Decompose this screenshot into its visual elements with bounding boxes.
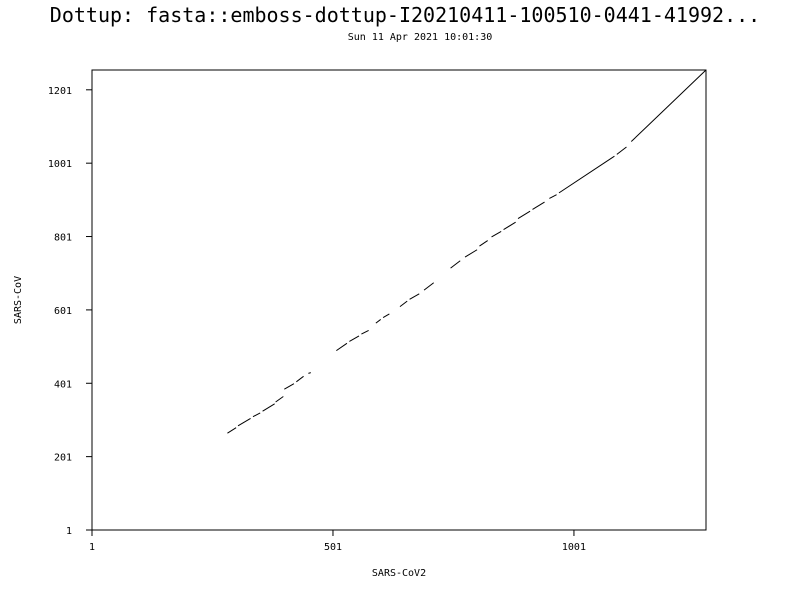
y-tick-label: 401 <box>54 379 72 390</box>
match-segment <box>616 146 627 155</box>
match-segment <box>349 335 360 342</box>
match-segment <box>284 383 295 390</box>
match-segment <box>275 396 284 403</box>
match-segment <box>630 69 707 142</box>
y-tick-label: 1201 <box>48 86 72 97</box>
chart-subtitle: Sun 11 Apr 2021 10:01:30 <box>348 32 493 43</box>
dotplot-line <box>227 69 707 434</box>
match-segment <box>252 412 261 418</box>
y-tick-label: 1 <box>66 526 72 537</box>
match-segment <box>262 403 275 412</box>
match-segment <box>491 230 502 238</box>
plot-frame <box>91 69 707 531</box>
match-segment <box>375 319 381 324</box>
x-axis-label: SARS-CoV2 <box>372 568 426 579</box>
match-segment <box>227 427 237 434</box>
y-axis-label: SARS-CoV <box>13 276 24 324</box>
y-tick-label: 601 <box>54 306 72 317</box>
match-segment <box>464 249 478 258</box>
match-segment <box>503 221 516 230</box>
y-tick-label: 1001 <box>48 159 72 170</box>
match-segment <box>296 375 304 383</box>
x-axis: 1 501 1001 <box>89 530 586 553</box>
match-segment <box>479 240 488 247</box>
match-segment <box>399 300 408 308</box>
match-segment <box>532 201 545 210</box>
match-segment <box>409 293 420 300</box>
x-tick-label: 1 <box>89 542 95 553</box>
match-segment <box>558 155 615 194</box>
match-segment <box>450 260 461 269</box>
match-segment <box>361 330 369 335</box>
match-segment <box>382 313 390 319</box>
match-segment <box>423 282 435 291</box>
match-segment <box>237 418 251 427</box>
chart-title: Dottup: fasta::emboss-dottup-I20210411-1… <box>50 3 760 27</box>
match-segment <box>517 210 531 219</box>
match-segment <box>549 194 557 199</box>
match-segment <box>308 372 311 374</box>
y-tick-label: 801 <box>54 233 72 244</box>
x-tick-label: 501 <box>324 542 342 553</box>
y-tick-label: 201 <box>54 453 72 464</box>
x-tick-label: 1001 <box>562 542 586 553</box>
match-segment <box>336 342 348 352</box>
